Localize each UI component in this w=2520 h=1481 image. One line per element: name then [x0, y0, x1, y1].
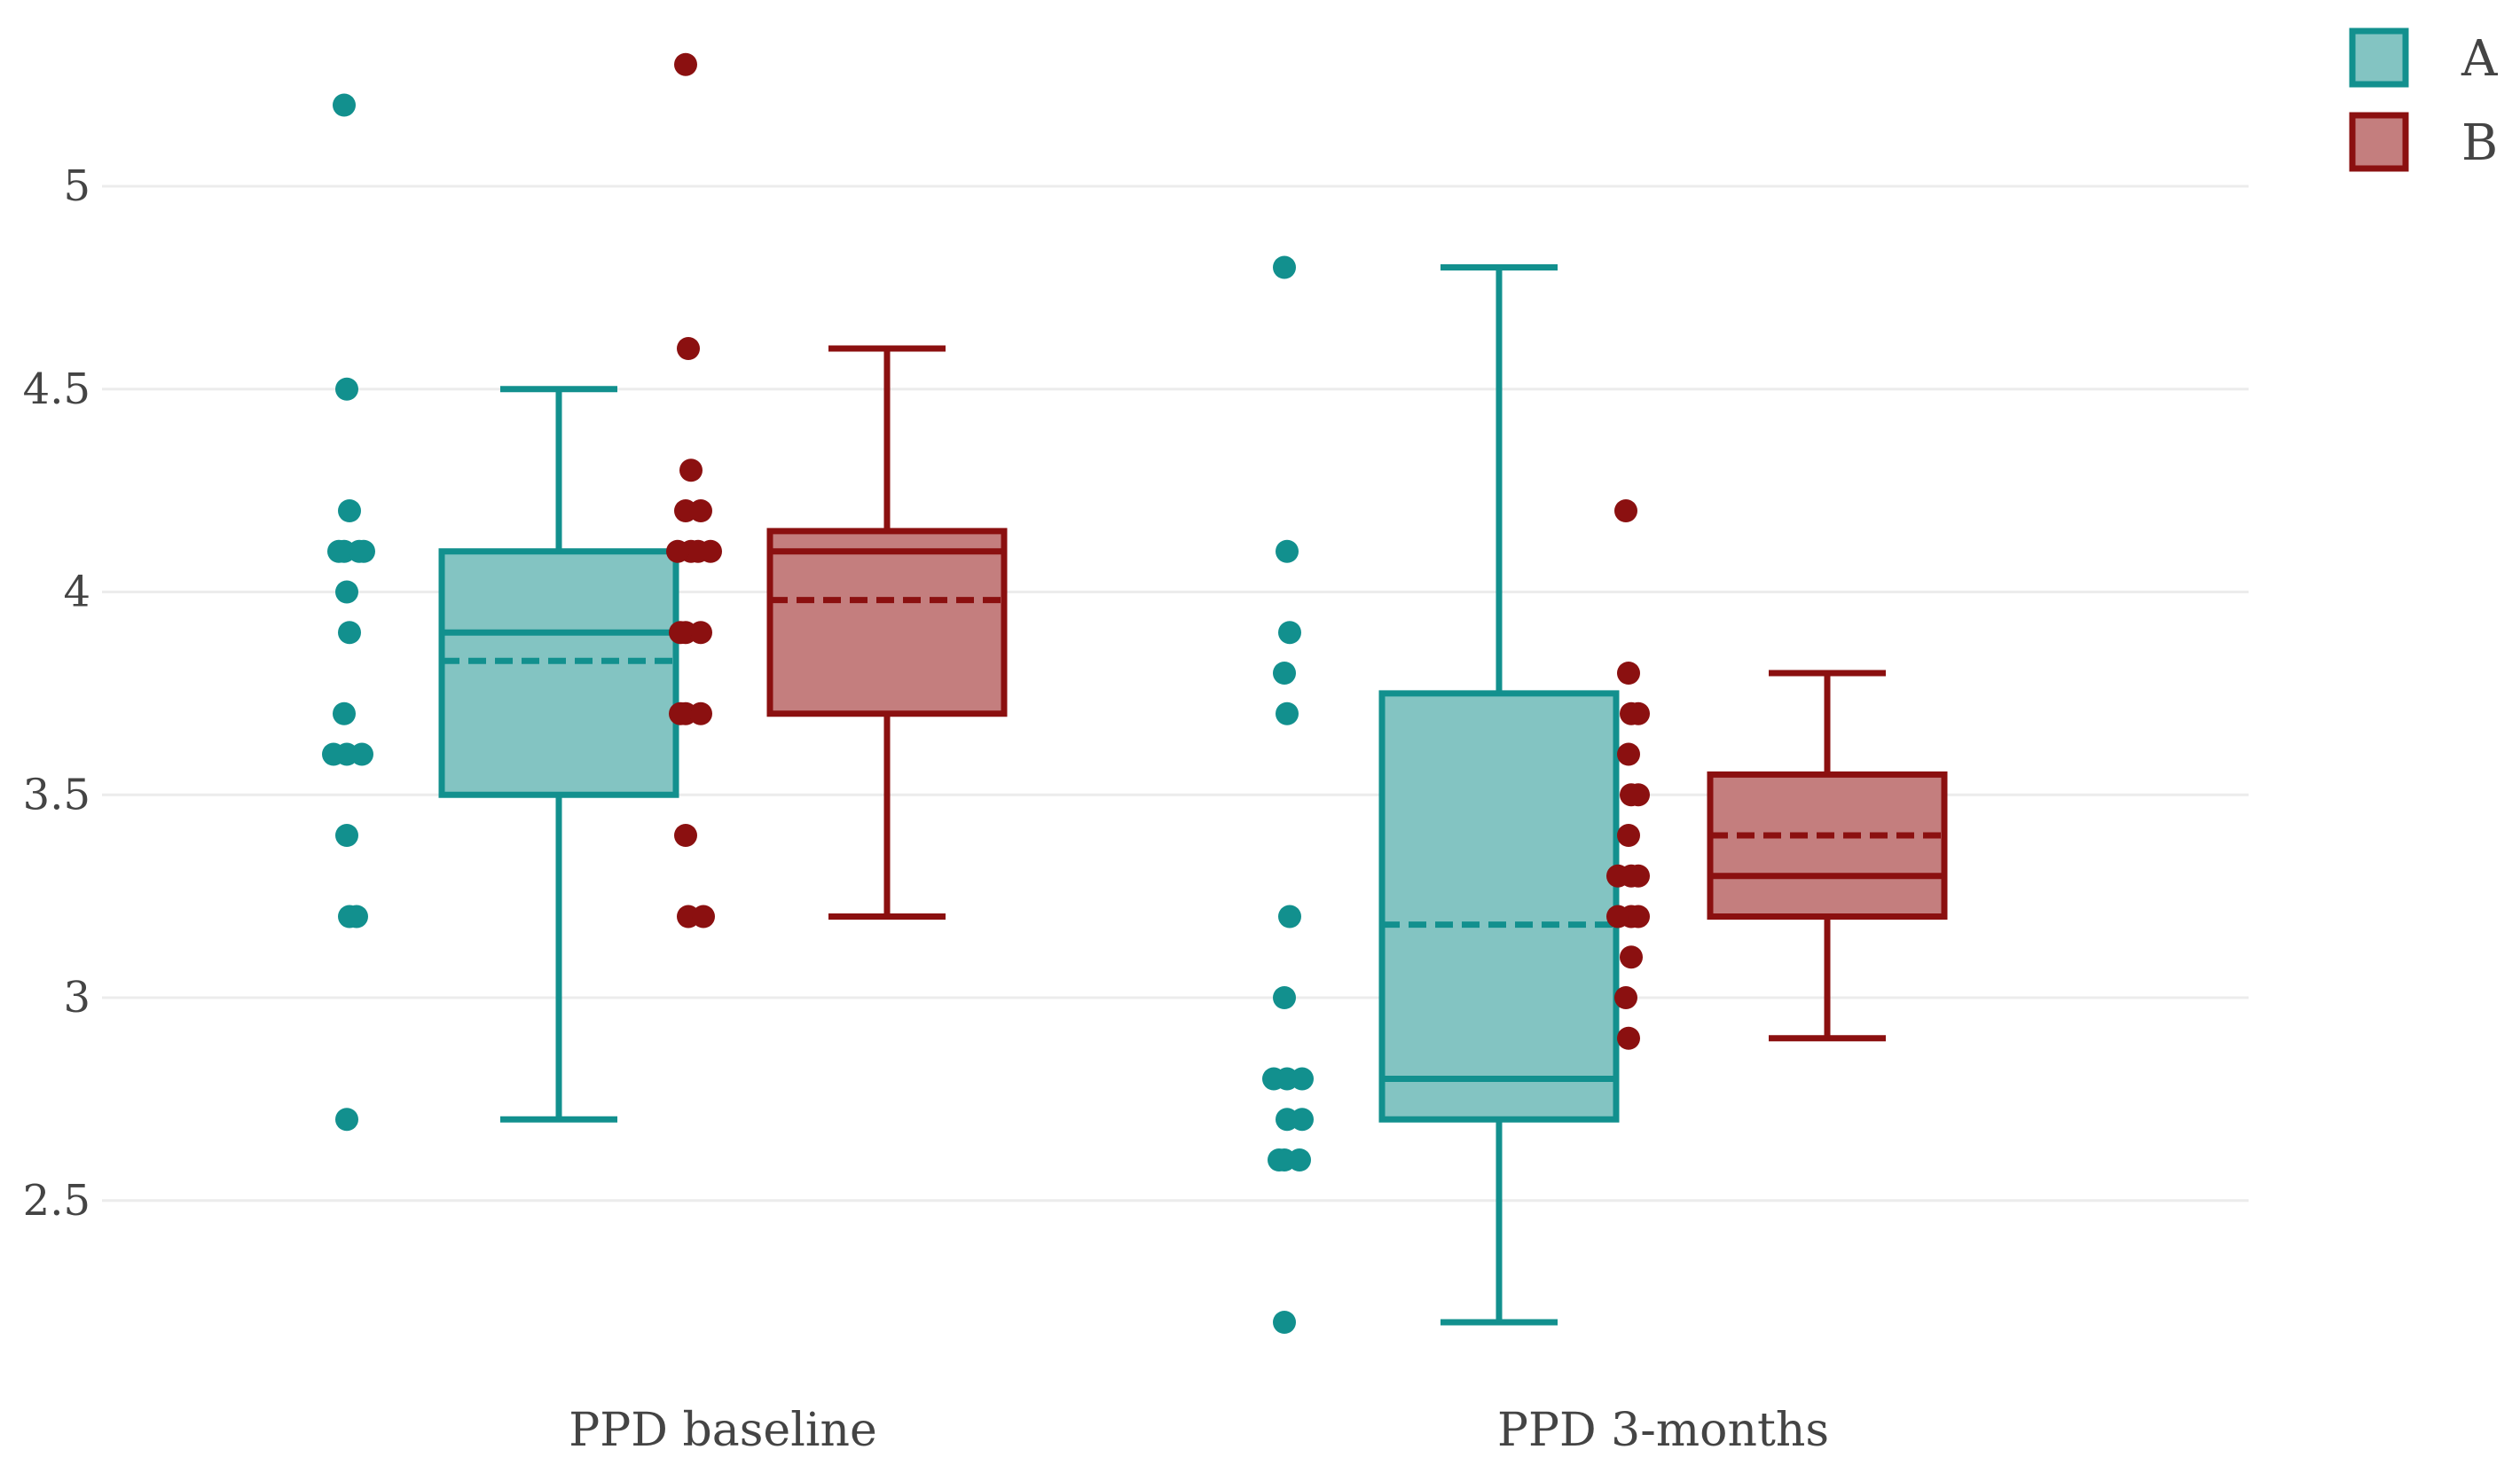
data-point [1627, 701, 1650, 725]
data-point [338, 621, 361, 645]
data-point [1268, 1148, 1291, 1171]
legend: AB [2349, 27, 2498, 172]
data-point [674, 52, 697, 76]
data-point [1617, 742, 1640, 766]
data-point [350, 742, 373, 766]
y-tick-label: 4 [63, 568, 90, 617]
box-layer [438, 264, 1948, 1326]
data-point [327, 539, 350, 563]
data-point [692, 905, 715, 929]
data-point [674, 824, 697, 847]
data-point [666, 539, 689, 563]
data-point [1620, 945, 1643, 969]
box-iqr [1378, 690, 1620, 1123]
data-point [352, 539, 375, 563]
data-point [1617, 824, 1640, 847]
data-point [345, 905, 368, 929]
legend-swatch [2349, 112, 2409, 172]
y-tick-label: 3.5 [23, 770, 90, 819]
data-point [1288, 1148, 1311, 1171]
y-tick-label: 2.5 [23, 1176, 90, 1226]
legend-swatch [2349, 27, 2409, 88]
legend-label: A [2461, 30, 2498, 88]
data-point [335, 1108, 358, 1132]
data-point [1617, 662, 1640, 685]
data-point [1276, 701, 1299, 725]
box-iqr [438, 548, 679, 798]
data-point [1627, 864, 1650, 888]
data-point [1278, 621, 1301, 645]
axis-layer: 2.5 3 3.5 4 4.5 5 PPD baseline PPD 3-months [23, 161, 1829, 1457]
data-point [669, 701, 692, 725]
data-point [1278, 905, 1301, 929]
box-iqr [1707, 771, 1948, 920]
data-point [677, 337, 700, 360]
data-point [338, 499, 361, 522]
legend-label: B [2461, 114, 2498, 172]
point-layer [322, 52, 1650, 1334]
grid-layer [102, 184, 2249, 1203]
data-point [1606, 864, 1629, 888]
data-point [322, 742, 345, 766]
data-point [1614, 499, 1637, 522]
data-point [689, 621, 712, 645]
data-point [1606, 905, 1629, 929]
data-point [1273, 986, 1296, 1009]
data-point [1627, 905, 1650, 929]
data-point [669, 621, 692, 645]
data-point [335, 824, 358, 847]
data-point [333, 701, 356, 725]
data-point [1276, 539, 1299, 563]
data-point [1273, 255, 1296, 279]
data-point [679, 458, 703, 482]
y-tick-label: 5 [63, 161, 90, 211]
data-point [1291, 1108, 1314, 1132]
data-point [1262, 1067, 1285, 1091]
data-point [335, 580, 358, 604]
data-point [699, 539, 722, 563]
data-point [1273, 662, 1296, 685]
data-point [1627, 783, 1650, 807]
data-point [333, 93, 356, 117]
x-category-label: PPD 3-months [1497, 1404, 1829, 1457]
data-point [1614, 986, 1637, 1009]
data-point [1617, 1026, 1640, 1050]
data-point [1273, 1311, 1296, 1334]
data-point [689, 701, 712, 725]
y-tick-label: 4.5 [23, 364, 90, 414]
x-category-label: PPD baseline [569, 1404, 876, 1457]
data-point [689, 499, 712, 522]
data-point [335, 377, 358, 401]
y-tick-label: 3 [63, 973, 90, 1023]
box-iqr [766, 528, 1008, 717]
data-point [1291, 1067, 1314, 1091]
